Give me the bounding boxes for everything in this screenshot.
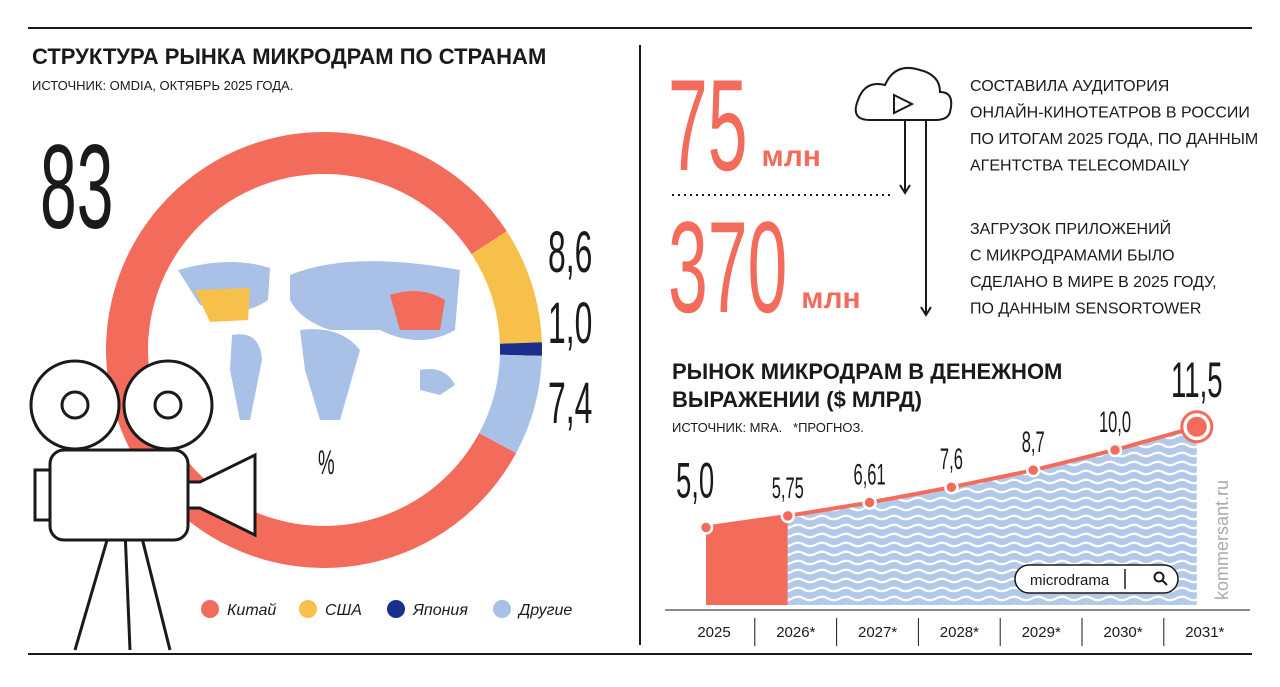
camera-illustration xyxy=(29,359,257,651)
value-label: 1,0 xyxy=(548,291,592,355)
x-tick-label: 2027* xyxy=(858,624,897,641)
chart-title: ВЫРАЖЕНИИ ($ МЛРД) xyxy=(672,387,922,412)
value-label: 6,61 xyxy=(854,459,886,492)
stat-value: 75 xyxy=(668,54,748,199)
value-label-group: 8,6 xyxy=(548,220,592,284)
world-map xyxy=(178,261,460,420)
donut-chart: 83 8,6 1,0 7,4% Китай США Япония Другие xyxy=(40,119,592,619)
chart-title: РЫНОК МИКРОДРАМ В ДЕНЕЖНОМ xyxy=(672,359,1062,384)
value-label: 5,0 xyxy=(676,452,714,509)
x-tick-label: 2031* xyxy=(1185,624,1224,641)
value-label: 83 xyxy=(40,119,113,254)
legend-swatch xyxy=(387,600,405,618)
stat-text: ОНЛАЙН-КИНОТЕАТРОВ В РОССИИ xyxy=(970,103,1250,122)
value-label-group: 10,0 xyxy=(1099,406,1131,439)
value-label-group: 6,61 xyxy=(854,459,886,492)
stat-value-group: 370 xyxy=(668,196,787,341)
stat-text: С МИКРОДРАМАМИ БЫЛО xyxy=(970,248,1175,265)
search-text: microdrama xyxy=(1030,572,1110,589)
stat-value-group: 75 xyxy=(668,54,748,199)
x-tick-label: 2030* xyxy=(1103,624,1142,641)
legend-swatch xyxy=(493,600,511,618)
stat-value: 370 xyxy=(668,196,787,341)
point xyxy=(698,520,714,535)
legend-swatch xyxy=(201,600,219,618)
stat-text: ПО ДАННЫМ SENSORTOWER xyxy=(970,301,1201,318)
stat-text: СОСТАВИЛА АУДИТОРИЯ xyxy=(970,78,1169,95)
legend-label: Китай xyxy=(227,602,276,619)
point xyxy=(1186,416,1207,437)
value-label-group: 5,0 xyxy=(676,452,714,509)
value-label-group: 7,6 xyxy=(940,443,963,476)
legend-label: США xyxy=(325,602,362,619)
search-box: microdrama xyxy=(1014,564,1179,594)
point xyxy=(780,508,796,524)
point xyxy=(1107,442,1123,458)
donut-segment xyxy=(479,354,542,454)
area-forecast xyxy=(787,426,1197,605)
value-label: 8,7 xyxy=(1022,426,1045,459)
point xyxy=(944,479,959,495)
value-label-group: 11,5 xyxy=(1171,351,1222,408)
stat-text: ПО ИТОГАМ 2025 ГОДА, ПО ДАННЫМ xyxy=(970,131,1258,148)
source: ИСТОЧНИК: OMDIA, ОКТЯБРЬ 2025 ГОДА. xyxy=(32,78,293,93)
point xyxy=(862,495,877,510)
unit-label: % xyxy=(318,443,335,481)
watermark: kommersant.ru xyxy=(1212,480,1232,600)
stats: 75 млн СОСТАВИЛА АУДИТОРИЯ ОНЛАЙН-КИНОТЕАТР… xyxy=(668,54,1258,341)
x-tick-label: 2029* xyxy=(1022,624,1061,641)
icon-cloud xyxy=(854,66,953,317)
value-label-group: 83 xyxy=(40,119,113,254)
stat-text: СДЕЛАНО В МИРЕ В 2025 ГОДУ, xyxy=(970,274,1217,291)
donut-segment xyxy=(499,342,542,356)
value-label: 7,6 xyxy=(940,443,963,476)
legend-label: Япония xyxy=(412,602,468,619)
x-tick-label: 2025 xyxy=(697,624,730,641)
value-label: 5,75 xyxy=(772,472,804,505)
donut-segment xyxy=(471,231,542,344)
title: СТРУКТУРА РЫНКА МИКРОДРАМ ПО СТРАНАМ xyxy=(32,44,546,69)
value-label: 10,0 xyxy=(1099,406,1131,439)
value-label: 11,5 xyxy=(1171,351,1222,408)
stat-text: АГЕНТСТВА TELECOMDAILY xyxy=(970,158,1190,175)
stat-unit: млн xyxy=(762,140,821,173)
stat-unit: млн xyxy=(801,282,860,315)
x-tick-label: 2028* xyxy=(940,624,979,641)
legend-label: Другие xyxy=(517,602,572,619)
value-label-group: 1,0 xyxy=(548,291,592,355)
value-label: 8,6 xyxy=(548,220,592,284)
chart-subtitle: ИСТОЧНИК: MRA. *ПРОГНОЗ. xyxy=(672,420,864,435)
x-tick-label: 2026* xyxy=(776,624,815,641)
stat-text: ЗАГРУЗОК ПРИЛОЖЕНИЙ xyxy=(970,219,1171,238)
unit-label-group: % xyxy=(318,443,335,481)
point xyxy=(1025,462,1041,478)
legend-swatch xyxy=(299,600,317,618)
value-label: 7,4 xyxy=(548,371,592,435)
line-chart: РЫНОК МИКРОДРАМ В ДЕНЕЖНОМ ВЫРАЖЕНИИ ($ М… xyxy=(665,351,1250,646)
value-label-group: 5,75 xyxy=(772,472,804,505)
value-label-group: 8,7 xyxy=(1022,426,1045,459)
area-first xyxy=(706,515,788,605)
value-label-group: 7,4 xyxy=(548,371,592,435)
